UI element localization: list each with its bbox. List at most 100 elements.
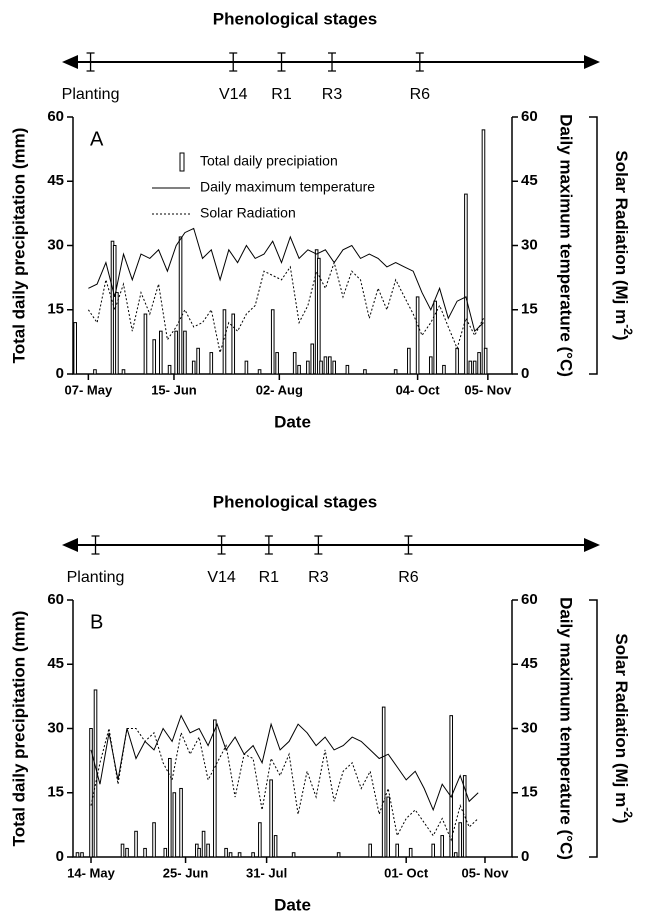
arrow-head (62, 55, 78, 69)
precip-bar (449, 715, 454, 858)
y2-tick-label: 30 (521, 719, 538, 736)
x-tick-label: 25- Jun (163, 865, 209, 880)
stage-marker (314, 535, 323, 555)
radiation-line (90, 728, 479, 842)
precip-bar (431, 843, 436, 858)
legend-label: Daily maximum temperature (200, 179, 375, 195)
precip-bar (407, 347, 411, 375)
y-tick-label: 30 (47, 719, 64, 736)
precip-bar (125, 847, 129, 858)
y3-axis-title-end: ) (612, 335, 631, 341)
y2-tick-label: 30 (521, 236, 538, 253)
y2-tick-label: 45 (521, 172, 538, 189)
stage-label: Planting (62, 86, 120, 103)
precip-bar (73, 322, 77, 375)
stage-marker-bar (91, 535, 100, 555)
precip-bar (323, 356, 328, 375)
y-tick-label: 15 (47, 301, 64, 318)
stage-marker-bar (229, 52, 238, 72)
y-tick-label: 45 (47, 655, 64, 672)
x-tick-label: 05- Nov (462, 865, 510, 880)
precip-bar (275, 352, 279, 375)
x-tick-label: 15- Jun (151, 382, 197, 397)
precip-bar (93, 689, 98, 858)
precip-bar (415, 296, 420, 375)
precip-bar (440, 835, 445, 858)
precip-bar (292, 352, 297, 375)
x-tick-label: 14- May (67, 865, 115, 880)
stage-marker-bar (328, 52, 337, 72)
precip-bar (152, 822, 156, 858)
precip-bar (270, 309, 275, 375)
stage-label: V14 (219, 86, 248, 103)
precip-bar (121, 369, 126, 375)
temperature-line (88, 227, 484, 333)
x-axis-title: Date (274, 895, 311, 914)
precip-bar (468, 360, 473, 375)
precip-bar (395, 843, 399, 858)
precip-bar (363, 369, 367, 375)
precip-bar (408, 847, 413, 858)
precip-bar (453, 852, 458, 858)
precip-bar (319, 360, 323, 375)
y3-axis (589, 116, 598, 375)
precip-bar (201, 830, 206, 858)
precip-bar (455, 347, 459, 375)
stage-marker (277, 52, 286, 72)
y2-tick-label: 0 (521, 365, 529, 382)
arrow-head (584, 538, 600, 552)
x-tick-label: 31- Jul (246, 865, 287, 880)
precip-bar (191, 360, 196, 375)
stage-label: R3 (308, 569, 329, 586)
precip-bar (174, 330, 178, 375)
stage-marker-bar (314, 535, 323, 555)
precip-bar (89, 728, 93, 858)
y-tick-label: 60 (47, 108, 64, 125)
y2-tick-label: 0 (521, 848, 529, 865)
y2-axis-title: Daily maximum temperature (°C) (557, 597, 576, 860)
stage-marker-bar (264, 535, 273, 555)
precip-bar (442, 364, 446, 375)
x-tick-label: 07- May (65, 382, 113, 397)
x-tick-label: 02- Aug (256, 382, 303, 397)
y-tick-label: 0 (56, 848, 64, 865)
x-axis-title: Date (274, 412, 311, 431)
precip-bar (183, 330, 187, 375)
precip-bar (251, 852, 255, 858)
precip-bar (433, 300, 437, 375)
y2-axis-title: Daily maximum temperature (°C) (557, 114, 576, 377)
precip-bar (168, 757, 172, 858)
stage-label: R6 (410, 86, 431, 103)
stage-marker-bar (86, 52, 95, 72)
stage-label: R3 (322, 86, 343, 103)
stage-marker (86, 52, 95, 72)
stage-marker-bar (404, 535, 413, 555)
stage-title: Phenological stages (213, 9, 377, 28)
plot-frame (72, 600, 513, 858)
y-tick-label: 45 (47, 172, 64, 189)
stage-marker-bar (415, 52, 424, 72)
y-axis-title: Total daily precipitation (mm) (9, 128, 28, 364)
stage-label: R6 (398, 569, 419, 586)
y2-tick-label: 60 (521, 591, 538, 608)
precip-bar (477, 352, 481, 375)
y-tick-label: 15 (47, 784, 64, 801)
x-tick-label: 01- Oct (384, 865, 429, 880)
precip-bar (143, 847, 147, 858)
stage-title: Phenological stages (213, 492, 377, 511)
precip-bar (258, 822, 262, 858)
temperature-line (90, 714, 479, 812)
precip-bar (197, 847, 201, 858)
precip-bar (481, 129, 486, 375)
precip-bar (167, 364, 172, 375)
precip-bar (134, 830, 138, 858)
stage-marker (328, 52, 337, 72)
y3-axis-title: Solar Radiation (Mj m-2) (612, 150, 635, 340)
stage-marker-bar (277, 52, 286, 72)
legend-label: Solar Radiation (200, 205, 296, 221)
precip-bar (428, 356, 433, 375)
precip-bar (483, 347, 488, 375)
precip-bar (381, 706, 386, 858)
stage-marker (415, 52, 424, 72)
